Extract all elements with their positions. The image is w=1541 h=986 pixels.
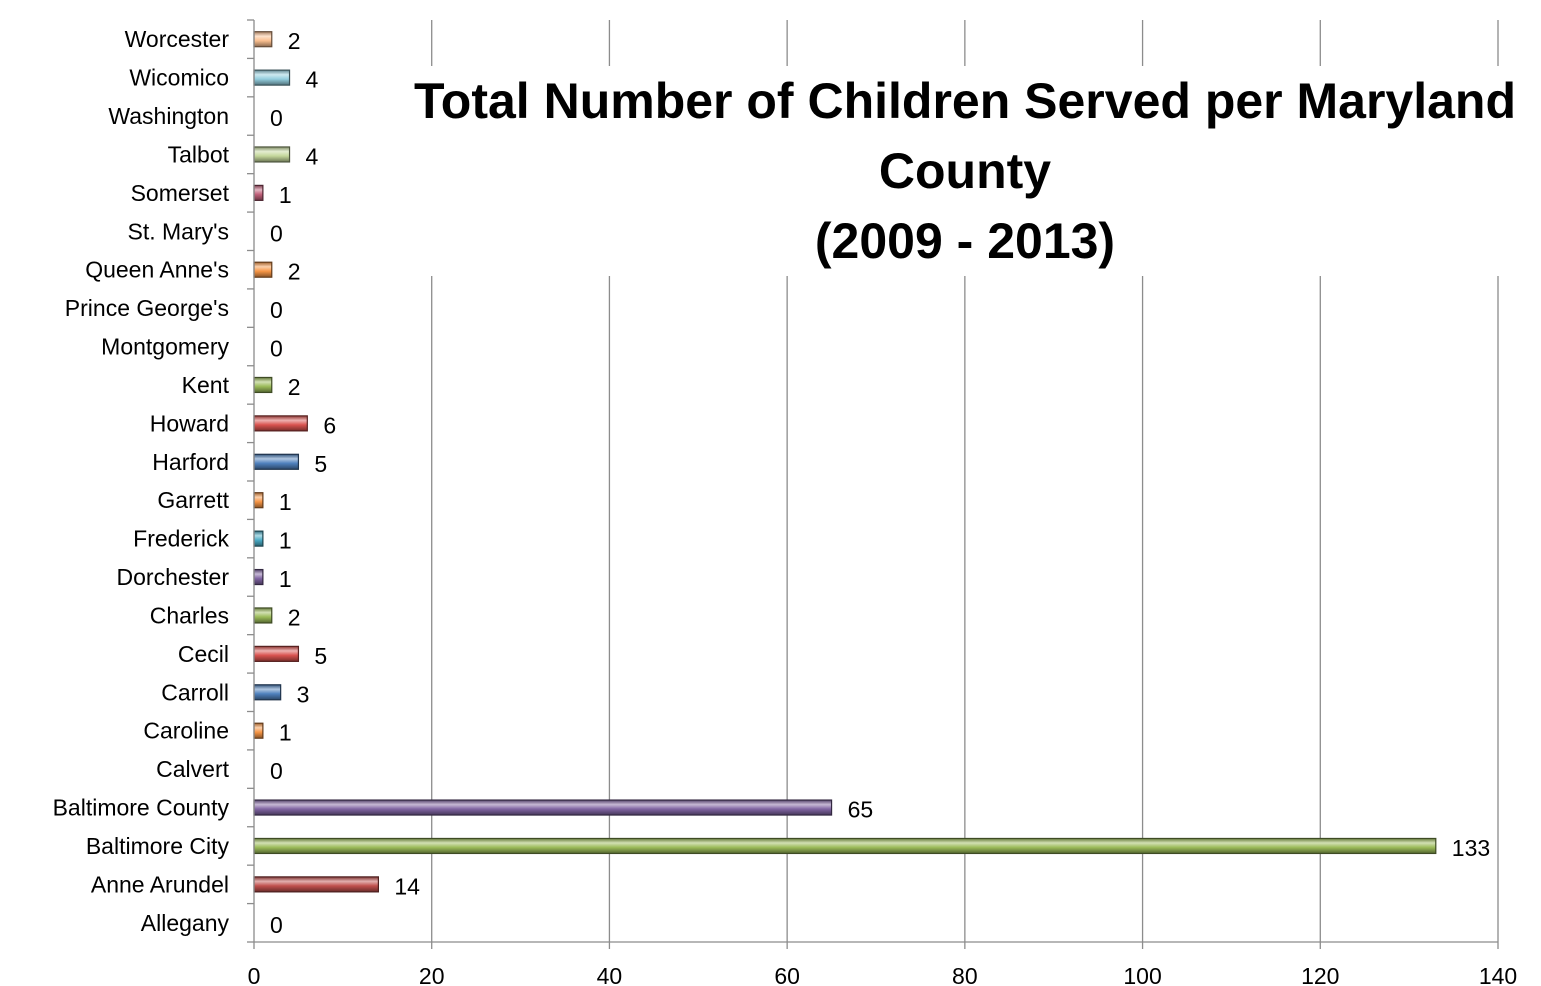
bar-baltimore-city	[253, 837, 1437, 855]
category-label: Harford	[152, 449, 229, 475]
chart-title-line-3: (2009 - 2013)	[390, 206, 1540, 276]
bar-talbot	[253, 146, 291, 163]
bar-anne-arundel	[253, 876, 380, 893]
data-label: 1	[279, 566, 292, 592]
data-label: 4	[306, 143, 319, 169]
bar-garrett	[253, 492, 264, 509]
chart-title-line-2: County	[390, 136, 1540, 206]
category-label: Allegany	[141, 910, 230, 936]
chart-title: Total Number of Children Served per Mary…	[390, 66, 1540, 276]
data-label: 3	[297, 681, 310, 707]
data-label: 0	[270, 912, 283, 938]
x-tick-label: 40	[597, 963, 623, 986]
data-label: 5	[314, 643, 327, 669]
data-label: 0	[270, 297, 283, 323]
bar-frederick	[253, 530, 264, 547]
category-label: Carroll	[161, 679, 229, 705]
bar-queen-anne-s	[253, 261, 273, 278]
data-label: 0	[270, 220, 283, 246]
data-label: 0	[270, 105, 283, 131]
data-label: 2	[288, 604, 301, 630]
data-label: 133	[1452, 835, 1490, 861]
bar-carroll	[253, 684, 282, 701]
data-label: 5	[314, 451, 327, 477]
data-label: 0	[270, 336, 283, 362]
data-label: 1	[279, 489, 292, 515]
chart-title-line-1: Total Number of Children Served per Mary…	[390, 66, 1540, 136]
bar-worcester	[253, 31, 273, 48]
category-label: Worcester	[125, 26, 230, 52]
category-label: Kent	[182, 372, 230, 398]
data-label: 1	[279, 528, 292, 554]
bar-cecil	[253, 645, 300, 662]
data-label: 2	[288, 374, 301, 400]
category-label: Queen Anne's	[85, 257, 229, 283]
x-tick-label: 80	[952, 963, 978, 986]
category-label: Prince George's	[65, 295, 229, 321]
category-label: Talbot	[168, 141, 230, 167]
bar-harford	[253, 453, 300, 470]
bar-somerset	[253, 184, 264, 201]
bar-caroline	[253, 722, 264, 739]
data-label: 14	[394, 873, 420, 899]
data-label: 1	[279, 182, 292, 208]
data-label: 2	[288, 259, 301, 285]
bar-wicomico	[253, 69, 291, 86]
data-label: 2	[288, 28, 301, 54]
axes	[247, 19, 1499, 949]
bar-charles	[253, 607, 273, 624]
data-label: 0	[270, 758, 283, 784]
category-label: Baltimore County	[53, 795, 230, 821]
x-tick-label: 20	[419, 963, 445, 986]
category-label: Montgomery	[101, 334, 229, 360]
category-label: St. Mary's	[127, 218, 229, 244]
x-tick-label: 60	[774, 963, 800, 986]
x-tick-label: 120	[1301, 963, 1339, 986]
category-label: Anne Arundel	[91, 871, 229, 897]
category-label: Charles	[150, 602, 229, 628]
category-label: Howard	[150, 410, 229, 436]
data-label: 4	[306, 67, 319, 93]
category-label: Caroline	[143, 718, 229, 744]
x-tick-label: 0	[248, 963, 261, 986]
bars	[253, 31, 1437, 893]
data-label: 1	[279, 720, 292, 746]
category-label: Dorchester	[117, 564, 230, 590]
category-label: Garrett	[157, 487, 229, 513]
category-label: Calvert	[156, 756, 229, 782]
category-label: Wicomico	[129, 65, 229, 91]
category-label: Somerset	[131, 180, 230, 206]
bar-howard	[253, 415, 308, 432]
bar-baltimore-county	[253, 799, 833, 816]
x-tick-labels: 0 20 40 60 80 100 120 140	[248, 963, 1518, 986]
category-label: Baltimore City	[86, 833, 230, 859]
category-label: Cecil	[178, 641, 229, 667]
bar-kent	[253, 376, 273, 394]
category-labels: Allegany Anne Arundel Baltimore City Baltim…	[53, 26, 230, 936]
x-tick-label: 140	[1479, 963, 1517, 986]
data-label: 6	[323, 412, 336, 438]
category-label: Washington	[108, 103, 229, 129]
bar-dorchester	[253, 568, 264, 586]
x-tick-label: 100	[1123, 963, 1161, 986]
category-label: Frederick	[133, 526, 229, 552]
data-label: 65	[848, 797, 874, 823]
